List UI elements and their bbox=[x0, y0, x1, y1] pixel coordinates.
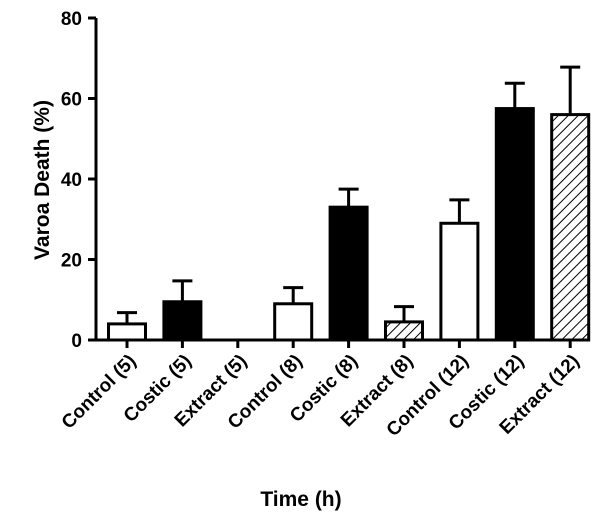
y-axis-title: Varoa Death (%) bbox=[31, 100, 54, 260]
bar-control-5 bbox=[107, 322, 147, 342]
bar-control-8 bbox=[273, 302, 314, 342]
bar-extract-12 bbox=[550, 113, 591, 342]
y-ticks: 0 20 40 60 80 bbox=[61, 9, 96, 352]
y-tick-label-40: 40 bbox=[61, 170, 82, 191]
bars-layer bbox=[107, 107, 591, 342]
bar-extract-8 bbox=[384, 320, 424, 342]
error-bars-layer bbox=[117, 65, 581, 324]
bar-costic-5 bbox=[162, 300, 203, 342]
y-tick-label-0: 0 bbox=[71, 331, 82, 352]
bar-costic-12 bbox=[494, 107, 535, 342]
x-ticks: Control (5)Costic (5)Extract (5)Control … bbox=[58, 340, 584, 441]
bar-costic-8 bbox=[328, 205, 369, 342]
bar-control-12 bbox=[439, 221, 480, 342]
y-tick-label-20: 20 bbox=[61, 251, 82, 272]
x-axis-title: Time (h) bbox=[260, 488, 341, 511]
y-tick-label-60: 60 bbox=[61, 90, 82, 111]
y-tick-label-80: 80 bbox=[61, 9, 82, 30]
